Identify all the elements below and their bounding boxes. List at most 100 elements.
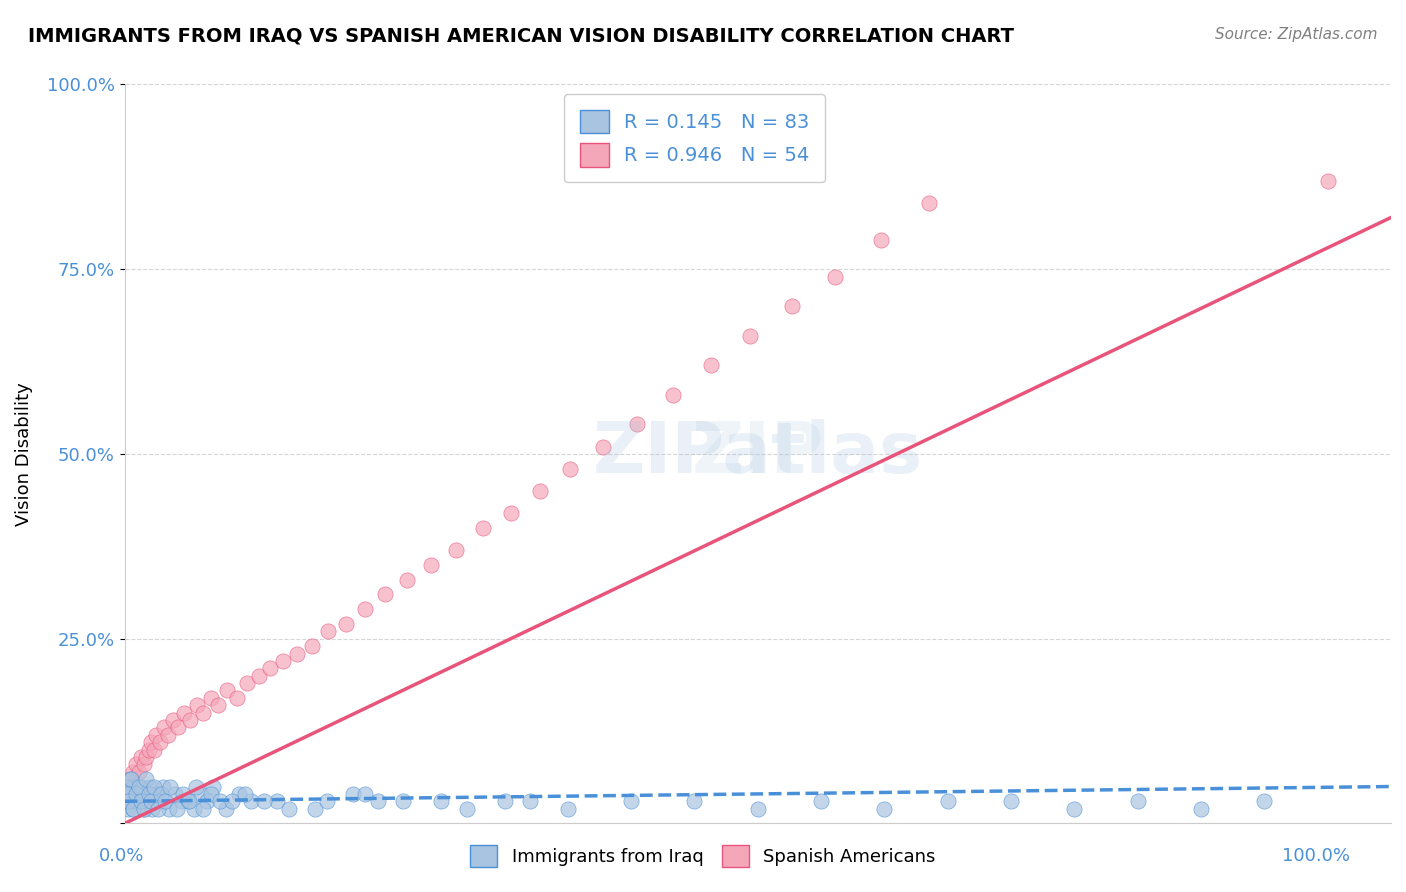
Point <box>304 802 326 816</box>
Point <box>122 802 145 816</box>
Point <box>271 654 294 668</box>
Point <box>150 787 173 801</box>
Point <box>145 728 167 742</box>
Point <box>153 720 176 734</box>
Point <box>186 698 208 713</box>
Point <box>529 483 551 498</box>
Point <box>191 802 214 816</box>
Point <box>138 742 160 756</box>
Point <box>191 706 214 720</box>
Point <box>141 802 163 816</box>
Point <box>200 787 222 801</box>
Point <box>179 713 201 727</box>
Text: Source: ZipAtlas.com: Source: ZipAtlas.com <box>1215 27 1378 42</box>
Point <box>278 802 301 816</box>
Point <box>135 772 157 786</box>
Text: 0.0%: 0.0% <box>98 847 143 865</box>
Point <box>190 787 212 801</box>
Point <box>228 787 250 801</box>
Point <box>139 780 162 794</box>
Point <box>132 802 155 816</box>
Point <box>342 787 364 801</box>
Point <box>301 639 323 653</box>
Point <box>149 735 172 749</box>
Point <box>1000 794 1022 808</box>
Point <box>115 794 138 808</box>
Point <box>117 794 139 808</box>
Point <box>560 461 582 475</box>
Point <box>122 764 145 779</box>
Point <box>392 794 415 808</box>
Point <box>145 787 167 801</box>
Point <box>202 780 225 794</box>
Text: IMMIGRANTS FROM IRAQ VS SPANISH AMERICAN VISION DISABILITY CORRELATION CHART: IMMIGRANTS FROM IRAQ VS SPANISH AMERICAN… <box>28 27 1014 45</box>
Point <box>215 802 238 816</box>
Point <box>118 772 141 786</box>
Point <box>157 802 180 816</box>
Point <box>120 772 142 786</box>
Point <box>236 676 259 690</box>
Point <box>683 794 706 808</box>
Point <box>115 780 138 794</box>
Point <box>179 794 201 808</box>
Point <box>172 787 194 801</box>
Point <box>266 794 288 808</box>
Point <box>472 521 495 535</box>
Point <box>124 780 146 794</box>
Point <box>127 787 149 801</box>
Point <box>918 195 941 210</box>
Point <box>430 794 453 808</box>
Point <box>128 794 150 808</box>
Point <box>149 794 172 808</box>
Point <box>247 668 270 682</box>
Point <box>869 233 891 247</box>
Point <box>873 802 896 816</box>
Point <box>183 802 205 816</box>
Point <box>159 780 181 794</box>
Point <box>173 706 195 720</box>
Point <box>592 440 614 454</box>
Point <box>129 794 152 808</box>
Point <box>115 780 138 794</box>
Point <box>114 787 136 801</box>
Point <box>115 787 138 801</box>
Point <box>122 802 145 816</box>
Point <box>318 624 340 639</box>
Legend: Immigrants from Iraq, Spanish Americans: Immigrants from Iraq, Spanish Americans <box>463 838 943 874</box>
Point <box>374 587 396 601</box>
Text: ZIPatlas: ZIPatlas <box>593 419 922 489</box>
Point <box>129 750 152 764</box>
Point <box>128 764 150 779</box>
Point <box>626 417 648 432</box>
Point <box>221 794 243 808</box>
Point <box>285 647 308 661</box>
Point <box>115 794 138 808</box>
Point <box>121 787 143 801</box>
Point <box>125 794 148 808</box>
Point <box>166 720 188 734</box>
Point <box>810 794 832 808</box>
Point <box>135 750 157 764</box>
Point <box>354 787 377 801</box>
Point <box>120 794 142 808</box>
Point <box>184 780 207 794</box>
Text: 100.0%: 100.0% <box>1282 847 1350 865</box>
Point <box>117 802 139 816</box>
Point <box>456 802 478 816</box>
Point <box>177 794 200 808</box>
Point <box>162 713 184 727</box>
Point <box>259 661 281 675</box>
Point <box>217 683 239 698</box>
Point <box>166 802 188 816</box>
Point <box>226 690 249 705</box>
Point <box>153 794 176 808</box>
Point <box>253 794 276 808</box>
Point <box>780 299 803 313</box>
Point <box>316 794 339 808</box>
Point <box>354 602 377 616</box>
Point <box>165 787 187 801</box>
Point <box>420 558 443 572</box>
Point <box>335 616 357 631</box>
Point <box>1063 802 1085 816</box>
Point <box>117 780 139 794</box>
